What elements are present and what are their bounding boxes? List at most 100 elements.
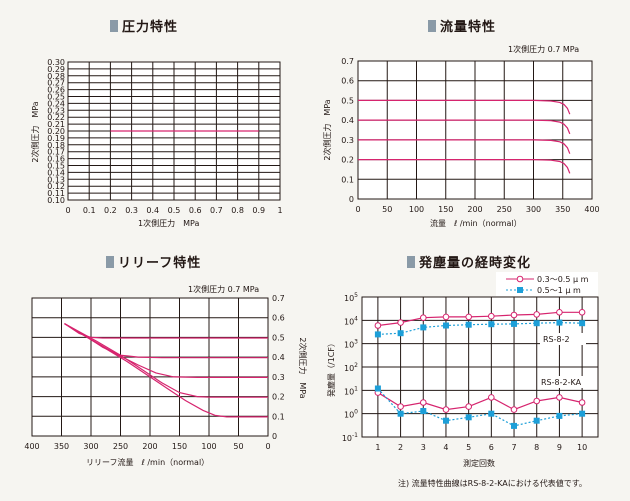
y-tick-label: 102 — [344, 362, 358, 373]
chart2-annotation: 1次側圧力 0.7 MPa — [508, 44, 579, 54]
y-tick-label: 0.30 — [47, 58, 65, 67]
data-point-circle — [465, 313, 473, 321]
data-point-circle — [488, 394, 495, 401]
x-tick-label: 0 — [65, 206, 70, 215]
chart2-series — [358, 99, 571, 174]
x-tick-label: 300 — [526, 205, 541, 214]
x-tick-label: 0.4 — [146, 206, 159, 215]
x-tick-label: 0.9 — [252, 206, 265, 215]
x-tick-label: 0 — [355, 205, 360, 214]
y-tick-label: 0.16 — [47, 155, 65, 164]
chart4-title: 発塵量の経時変化 — [418, 255, 531, 271]
legend-label-b: 0.5〜1 μ m — [537, 286, 581, 295]
y-tick-label: 0.28 — [47, 72, 65, 81]
chart3-tick-labels: 400 350 300 250 200 150 100 50 0 0.7 0.6 0.5 0.4 0.3 0… — [24, 294, 284, 451]
data-point-square — [397, 330, 404, 337]
x-tick-label: 6 — [489, 443, 494, 452]
y-tick-label: 0.12 — [47, 182, 65, 191]
x-tick-label: 0.2 — [104, 206, 117, 215]
y-tick-label: 0.2 — [341, 156, 354, 165]
x-tick-label: 1 — [277, 206, 282, 215]
data-point-circle — [578, 399, 586, 406]
data-point-circle — [442, 406, 450, 413]
x-tick-label: 0.5 — [168, 206, 181, 215]
data-point-square — [443, 322, 449, 329]
flow-curve-2 — [358, 139, 571, 154]
legend-marker-square-icon — [517, 287, 523, 293]
data-point-square — [533, 417, 540, 424]
y-tick-label: 0.14 — [47, 168, 65, 177]
chart2-tick-labels: 0 50 100 150 200 250 300 350 400 0.7 0.6 0.5 0.4 0.3 0… — [341, 57, 599, 214]
label-bg — [540, 333, 586, 345]
data-point-square — [443, 417, 449, 424]
model-label-rs-8-2: RS-8-2 — [543, 335, 570, 344]
y-tick-label: 0.29 — [47, 65, 65, 74]
flow-curve-3 — [358, 159, 571, 174]
y-tick-label: 0 — [272, 432, 277, 441]
x-tick-label: 0.6 — [189, 206, 202, 215]
x-tick-label: 100 — [409, 205, 424, 214]
y-tick-label: 0.1 — [341, 175, 354, 184]
relief-curve-3 — [64, 323, 268, 398]
particle-series-line-2 — [377, 392, 583, 411]
data-point-square — [579, 410, 586, 417]
chart1-x-axis-label: 1次側圧力 MPa — [138, 218, 199, 228]
x-tick-label: 200 — [142, 442, 157, 451]
y-tick-label: 0.20 — [47, 127, 65, 136]
relief-characteristic-chart: リリーフ特性 1次側圧力 0.7 MPa 400 350 300 250 200 150 1… — [24, 255, 308, 467]
model-label-rs-8-2-ka: RS-8-2-KA — [541, 378, 582, 387]
data-point-circle — [420, 314, 427, 322]
particle-series-line-3 — [377, 388, 583, 427]
x-tick-label: 0.1 — [83, 206, 96, 215]
x-tick-label: 300 — [83, 442, 98, 451]
y-tick-label: 0.27 — [47, 79, 65, 88]
legend-box — [496, 272, 598, 296]
chart2-title: 流量特性 — [440, 19, 496, 35]
title-marker-icon — [106, 256, 114, 268]
y-tick-label: 0.23 — [47, 106, 65, 115]
x-tick-label: 50 — [233, 442, 243, 451]
flow-curve-0 — [358, 99, 571, 115]
flow-curve-1 — [358, 119, 571, 135]
footnote: 注) 流量特性曲線はRS-8-2-KAにおける代表値です。 — [398, 478, 587, 488]
chart4-y-axis-label: 発塵量（/1CF） — [326, 339, 336, 397]
x-tick-label: 150 — [172, 442, 187, 451]
x-tick-label: 0 — [265, 442, 270, 451]
pressure-characteristic-chart: 圧力特性 0 0.1 0.2 0.3 0.4 0.5 0.6 0.7 0.8 0.9 10.300.… — [30, 19, 283, 228]
x-tick-label: 2 — [398, 443, 403, 452]
chart1-y-axis-label: 2次側圧力 MPa — [30, 101, 40, 162]
legend-marker-circle-icon — [516, 275, 524, 283]
chart4-series — [374, 309, 586, 429]
data-point-circle — [556, 309, 563, 316]
data-point-square — [488, 321, 495, 328]
data-point-circle — [510, 311, 518, 319]
data-point-square — [420, 324, 427, 331]
x-tick-label: 350 — [54, 442, 69, 451]
y-tick-label: 0.4 — [341, 116, 354, 125]
x-tick-label: 200 — [467, 205, 482, 214]
data-point-circle — [397, 403, 404, 410]
y-tick-label: 103 — [344, 339, 358, 350]
data-point-square — [465, 414, 472, 421]
y-tick-label: 0.24 — [47, 99, 65, 108]
y-tick-label: 0.11 — [47, 189, 65, 198]
data-point-circle — [465, 403, 473, 410]
data-point-square — [488, 410, 495, 417]
title-marker-icon — [428, 20, 436, 32]
x-tick-label: 1 — [375, 443, 380, 452]
y-tick-label: 0.22 — [47, 113, 65, 122]
data-point-circle — [533, 397, 541, 405]
data-point-circle — [397, 319, 404, 326]
y-tick-label: 0.2 — [272, 393, 285, 402]
y-tick-label: 0.6 — [272, 314, 285, 323]
title-marker-icon — [407, 256, 415, 268]
data-point-circle — [578, 309, 586, 316]
data-point-circle — [420, 399, 427, 406]
x-tick-label: 400 — [584, 205, 599, 214]
y-tick-label: 0.5 — [341, 96, 354, 105]
data-point-square — [533, 320, 540, 327]
x-tick-label: 400 — [24, 442, 39, 451]
x-tick-label: 0.7 — [210, 206, 223, 215]
chart2-x-axis-label: 流量 ℓ /min（normal） — [430, 218, 522, 228]
